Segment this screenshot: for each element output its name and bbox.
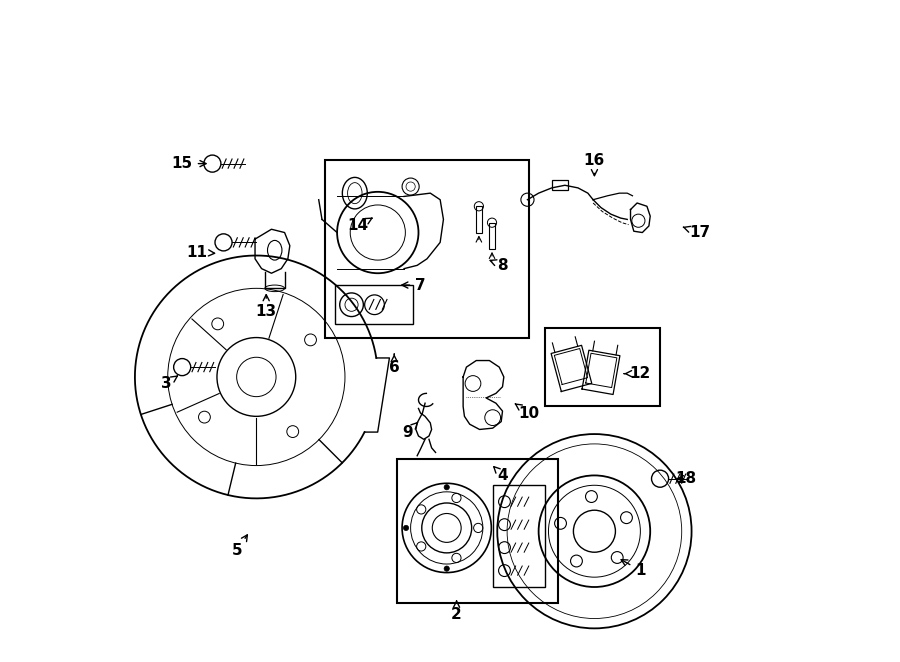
Text: 9: 9 — [402, 422, 418, 440]
Text: 11: 11 — [187, 245, 214, 260]
Text: 1: 1 — [621, 559, 645, 578]
Text: 17: 17 — [683, 225, 710, 240]
Text: 3: 3 — [161, 376, 177, 391]
Text: 15: 15 — [172, 156, 206, 171]
Bar — [545, 328, 660, 406]
Circle shape — [403, 526, 409, 530]
Bar — [398, 459, 558, 604]
Text: 12: 12 — [625, 366, 651, 381]
Text: 10: 10 — [515, 404, 539, 420]
Bar — [492, 485, 545, 587]
Bar — [552, 180, 568, 190]
Text: 4: 4 — [494, 467, 508, 483]
Text: 5: 5 — [231, 535, 248, 559]
Text: 6: 6 — [389, 354, 400, 375]
Circle shape — [444, 485, 449, 490]
Circle shape — [444, 566, 449, 571]
Text: 13: 13 — [256, 295, 277, 319]
Bar — [335, 285, 412, 324]
Text: 2: 2 — [451, 601, 462, 622]
Text: 8: 8 — [491, 258, 508, 273]
Text: 14: 14 — [347, 218, 372, 234]
Bar — [476, 207, 482, 232]
Text: 16: 16 — [584, 153, 605, 175]
Bar — [325, 160, 529, 338]
Text: 7: 7 — [401, 277, 426, 293]
Text: 18: 18 — [676, 471, 697, 486]
Bar — [490, 222, 495, 249]
